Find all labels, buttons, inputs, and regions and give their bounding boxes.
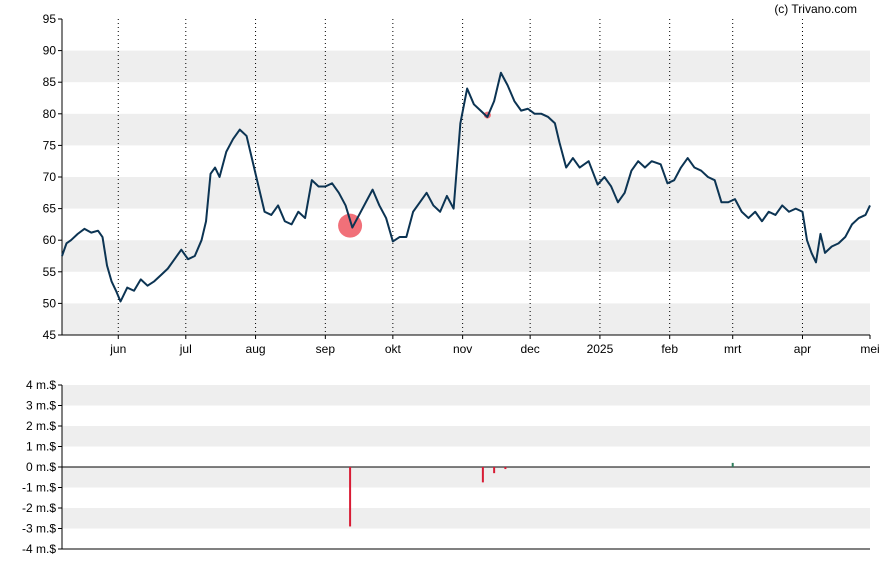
price-y-tick-label: 90 xyxy=(43,44,57,58)
price-x-tick-label: okt xyxy=(385,342,402,356)
price-x-tick-label: feb xyxy=(661,342,678,356)
price-grid-band xyxy=(62,303,870,335)
price-x-tick-label: aug xyxy=(246,342,266,356)
price-x-tick-label: apr xyxy=(794,342,811,356)
price-y-tick-label: 60 xyxy=(43,233,57,247)
price-x-tick-label: mrt xyxy=(724,342,742,356)
volume-grid-band xyxy=(62,426,870,447)
volume-y-tick-label: -4 m.$ xyxy=(22,542,56,556)
volume-grid-band xyxy=(62,508,870,529)
price-line xyxy=(61,71,871,303)
price-y-tick-label: 65 xyxy=(43,202,57,216)
price-y-tick-label: 80 xyxy=(43,107,57,121)
price-grid-band xyxy=(62,240,870,272)
price-chart: 45 50 55 60 65 70 75 80 85 90 95 jun jul aug sep okt nov… xyxy=(43,12,880,356)
price-grid-band xyxy=(62,177,870,209)
volume-y-tick-label: 1 m.$ xyxy=(26,440,56,454)
price-x-tick-label: mei xyxy=(860,342,879,356)
volume-y-tick-label: -1 m.$ xyxy=(22,481,56,495)
chart-credit: (c) Trivano.com xyxy=(774,2,857,16)
price-y-tick-label: 75 xyxy=(43,138,57,152)
volume-grid-band xyxy=(62,385,870,406)
price-y-tick-label: 55 xyxy=(43,265,57,279)
volume-y-tick-label: -3 m.$ xyxy=(22,522,56,536)
volume-y-tick-label: 2 m.$ xyxy=(26,419,56,433)
price-x-tick-label: 2025 xyxy=(587,342,614,356)
price-grid-band xyxy=(62,113,870,146)
price-x-tick-label: dec xyxy=(520,342,539,356)
price-grid-band xyxy=(62,50,870,83)
volume-grid-band xyxy=(62,467,870,488)
volume-chart: -4 m.$ -3 m.$ -2 m.$ -1 m.$ 0 m.$ 1 m.$ 2 m.$ 3… xyxy=(22,378,870,556)
price-y-tick-label: 85 xyxy=(43,75,57,89)
price-y-tick-label: 45 xyxy=(43,328,57,342)
price-y-tick-label: 70 xyxy=(43,170,57,184)
volume-y-tick-label: 4 m.$ xyxy=(26,378,56,392)
volume-y-tick-label: -2 m.$ xyxy=(22,501,56,515)
price-y-tick-label: 50 xyxy=(43,296,57,310)
price-x-tick-label: jul xyxy=(179,342,192,356)
price-x-tick-label: sep xyxy=(316,342,336,356)
price-x-tick-label: jun xyxy=(109,342,126,356)
price-y-tick-label: 95 xyxy=(43,12,57,26)
volume-y-tick-label: 0 m.$ xyxy=(26,460,56,474)
volume-y-tick-label: 3 m.$ xyxy=(26,399,56,413)
price-x-tick-label: nov xyxy=(453,342,472,356)
